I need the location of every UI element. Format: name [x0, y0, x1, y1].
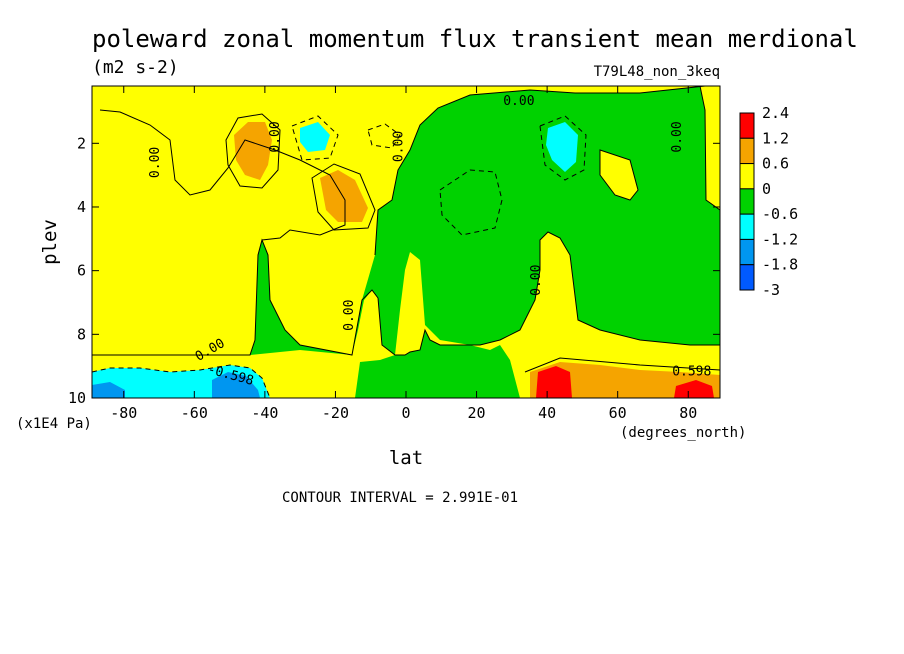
contour-line-zero-west [99, 109, 346, 241]
x-tick-label: -40 [251, 404, 278, 422]
colorbar-label: 0.6 [762, 155, 789, 173]
colorbar-label: 2.4 [762, 104, 789, 122]
contour-line-zero-top [374, 86, 706, 256]
field-negative-south-core2 [212, 372, 260, 398]
y-tick-label: 4 [77, 198, 86, 216]
contour-line-upper-sh [225, 113, 281, 189]
contour-dashed-sh-trop [367, 123, 401, 149]
contour-interval-note: CONTOUR INTERVAL = 2.991E-01 [282, 490, 518, 506]
y-units-label: (x1E4 Pa) [16, 416, 92, 432]
contour-value-label: 0.00 [503, 94, 534, 109]
contour-line-upper-nh-zero [599, 149, 639, 201]
y-tick-label: 6 [77, 262, 86, 280]
contour-value-label: 0.00 [342, 300, 357, 331]
colorbar-label: -1.2 [762, 230, 798, 248]
contour-value-label: 0.00 [529, 265, 544, 296]
x-tick-label: 0 [401, 404, 410, 422]
colorbar-label: 0 [762, 180, 771, 198]
run-label: T79L48_non_3keq [594, 64, 720, 80]
contour-value-label: 0.00 [148, 147, 163, 178]
y-tick-label: 2 [77, 134, 86, 152]
field-positive-nh-polar-orange [530, 362, 720, 398]
field-positive-north [700, 86, 720, 210]
x-tick-label: -20 [322, 404, 349, 422]
colorbar-swatch [739, 238, 755, 266]
x-tick-label: 40 [538, 404, 556, 422]
colorbar-swatch [739, 163, 755, 190]
colorbar-label: 1.2 [762, 129, 789, 147]
colorbar-label: -3 [762, 281, 780, 299]
chart-title: poleward zonal momentum flux transient m… [92, 25, 858, 53]
field-positive-upper-sh [234, 122, 272, 180]
contour-value-label: 0.00 [391, 131, 406, 162]
contour-line-polar-nh [524, 357, 720, 373]
x-tick-label: -80 [110, 404, 137, 422]
colorbar-swatch [739, 213, 755, 240]
chart-units: (m2 s-2) [92, 57, 179, 78]
colorbar-swatch [739, 137, 755, 165]
colorbar-swatch [739, 188, 755, 215]
x-axis: -80 -60 -40 -20 0 20 40 60 80 [110, 86, 697, 422]
contour-dashed-nh-upper [539, 115, 587, 181]
field-negative-upper-nh [546, 122, 578, 172]
field-positive-red-core2 [674, 380, 714, 398]
x-tick-label: 20 [468, 404, 486, 422]
colorbar-swatch [739, 264, 755, 291]
contour-line-zero-mid [92, 231, 720, 356]
contour-dashed-sh-polar [92, 364, 271, 398]
y-tick-label: 8 [77, 325, 86, 343]
x-tick-label: 60 [609, 404, 627, 422]
contour-value-label: 0.598 [672, 365, 711, 380]
field-negative-upper-sh [300, 122, 330, 152]
field-positive-mid-north [92, 232, 720, 398]
y-axis-title: plev [39, 219, 61, 265]
field-positive-subtropics [92, 110, 345, 355]
contour-dashed-sh-upper [291, 115, 339, 161]
x-tick-label: 80 [679, 404, 697, 422]
field-negative-south-core [92, 382, 125, 398]
colorbar-label: -1.8 [762, 256, 798, 274]
contour-line-north [699, 86, 720, 211]
contour-line-mid-sh [311, 163, 376, 231]
colorbar-label: -0.6 [762, 205, 798, 223]
y-tick-label: 10 [68, 389, 86, 407]
contour-value-label: 0.00 [670, 121, 685, 152]
y-axis: 2 4 6 8 10 [68, 134, 720, 407]
colorbar-swatch [739, 112, 755, 139]
x-units-label: (degrees_north) [620, 425, 746, 441]
plot-area: 0.000.00 0.000.000.000.000.000.00-0.598 0.… [92, 86, 720, 398]
field-positive-red-core1 [536, 366, 572, 398]
x-tick-label: -60 [181, 404, 208, 422]
contour-dashed-nh-mid [439, 169, 503, 236]
contour-value-label: 0.00 [268, 121, 283, 152]
colorbar: 2.4 1.2 0.6 0 -0.6 -1.2 -1.8 -3 [739, 104, 798, 299]
field-positive-mid-sh [320, 170, 368, 222]
x-axis-title: lat [389, 447, 423, 469]
